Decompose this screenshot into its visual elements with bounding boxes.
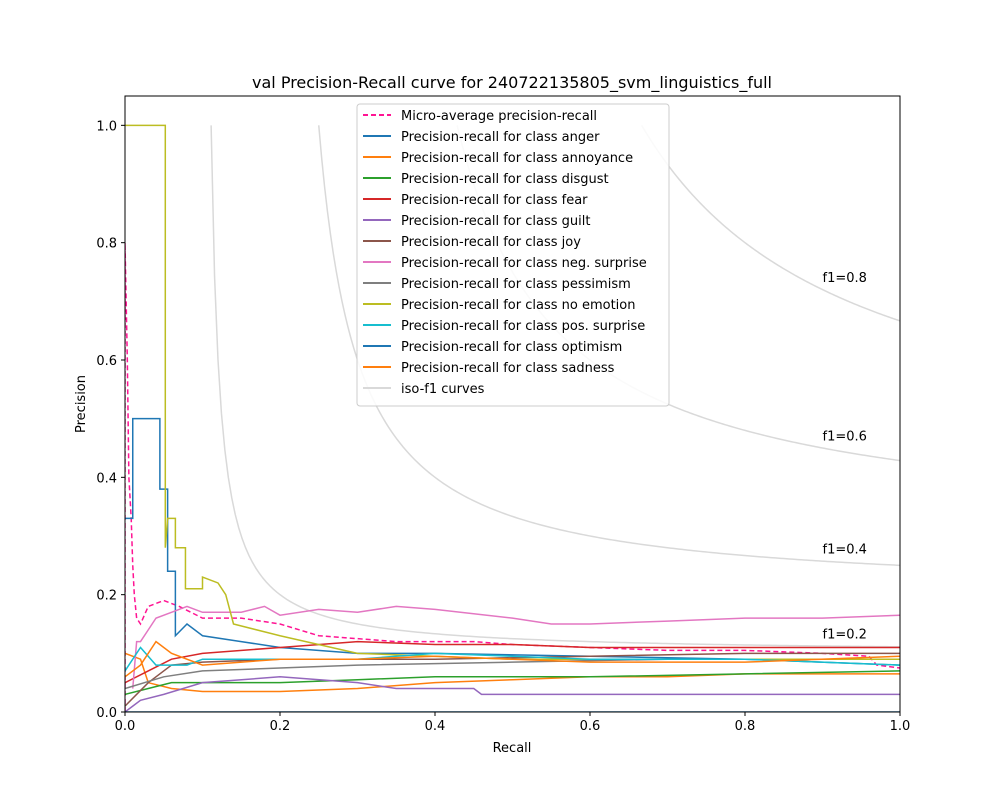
series-line (125, 417, 900, 666)
y-tick-label: 1.0 (96, 119, 117, 134)
y-tick-label: 0.2 (96, 589, 117, 604)
axis-ticks: 0.0 0.2 0.4 0.6 0.8 1.0 0.0 0.2 0.4 0.6 0.8 1.0 (96, 119, 910, 734)
iso-f1-curve (641, 124, 900, 322)
legend-label: Precision-recall for class neg. surprise (401, 256, 647, 271)
series-line (132, 605, 900, 689)
legend-label: iso-f1 curves (401, 382, 485, 397)
x-tick-label: 0.4 (425, 719, 446, 734)
legend-label: Precision-recall for class fear (401, 193, 588, 208)
iso-f1-label: f1=0.8 (823, 271, 867, 286)
legend-label: Precision-recall for class joy (401, 235, 581, 250)
x-tick-label: 0.8 (735, 719, 756, 734)
iso-f1-label: f1=0.6 (823, 429, 867, 444)
x-tick-label: 1.0 (890, 719, 911, 734)
legend-label: Precision-recall for class sadness (401, 361, 615, 376)
series-line (125, 640, 900, 684)
legend-label: Precision-recall for class pessimism (401, 277, 631, 292)
y-axis-label: Precision (74, 375, 89, 433)
legend-label: Precision-recall for class no emotion (401, 298, 635, 313)
y-tick-label: 0.4 (96, 471, 117, 486)
x-tick-label: 0.0 (115, 719, 136, 734)
iso-f1-curve (210, 125, 900, 648)
legend-box (356, 103, 670, 407)
x-axis-label: Recall (493, 741, 532, 756)
plot-frame (124, 95, 901, 713)
iso-f1-curve (318, 125, 900, 567)
series-line (125, 124, 900, 660)
x-tick-label: 0.2 (270, 719, 291, 734)
series-line (125, 676, 900, 712)
legend-label: Precision-recall for class optimism (401, 340, 622, 355)
legend-label: Precision-recall for class annoyance (401, 151, 633, 166)
legend-label: Precision-recall for class guilt (401, 214, 590, 229)
legend-label: Precision-recall for class anger (401, 130, 600, 145)
legend-label: Precision-recall for class pos. surprise (401, 319, 645, 334)
chart-title: val Precision-Recall curve for 240722135… (252, 73, 772, 93)
legend-label: Precision-recall for class disgust (401, 172, 609, 187)
series-line (125, 670, 900, 696)
legend: Micro-average precision-recall Precision-… (356, 103, 670, 407)
y-tick-label: 0.0 (96, 706, 117, 721)
legend-label: Micro-average precision-recall (401, 109, 597, 124)
y-tick-label: 0.6 (96, 354, 117, 369)
series-line (125, 640, 900, 678)
x-tick-label: 0.6 (580, 719, 601, 734)
iso-f1-label: f1=0.4 (823, 542, 867, 557)
iso-f1-labels: f1=0.2 f1=0.4 f1=0.6 f1=0.8 (823, 271, 867, 642)
y-tick-label: 0.8 (96, 237, 117, 252)
series-line (125, 242, 900, 712)
iso-f1-label: f1=0.2 (823, 627, 867, 642)
series-lines (125, 124, 900, 712)
